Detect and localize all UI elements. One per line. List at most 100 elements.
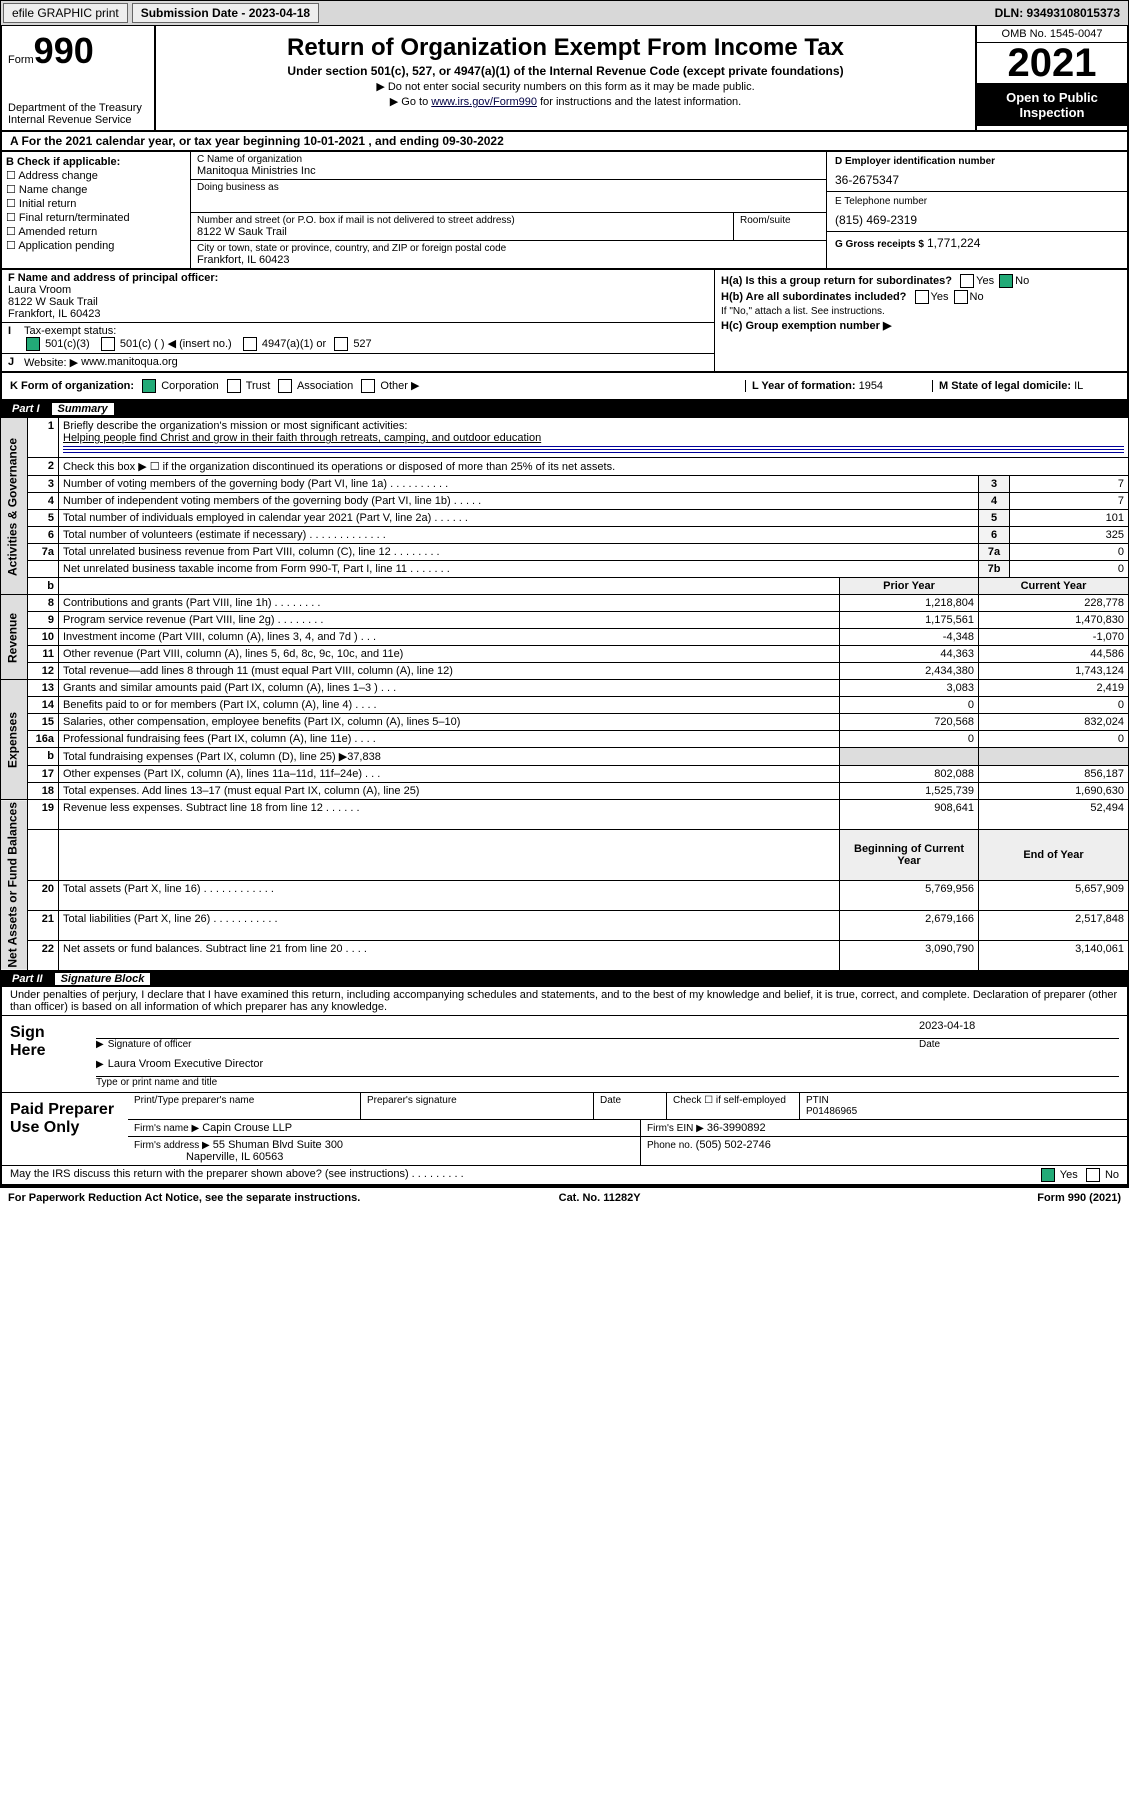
hdr-curr: Current Year	[979, 578, 1129, 595]
side-revenue: Revenue	[1, 595, 28, 680]
name-title-label: Type or print name and title	[96, 1077, 1119, 1088]
hb-no[interactable]	[954, 290, 968, 304]
l1-mission: Helping people find Christ and grow in t…	[63, 432, 541, 444]
city-state-zip: Frankfort, IL 60423	[197, 254, 820, 266]
l8: Contributions and grants (Part VIII, lin…	[59, 595, 840, 612]
p19: 908,641	[840, 800, 979, 830]
l6: Total number of volunteers (estimate if …	[59, 527, 979, 544]
l15: Salaries, other compensation, employee b…	[59, 714, 840, 731]
cb-corporation[interactable]	[142, 379, 156, 393]
c13: 2,419	[979, 680, 1129, 697]
l5: Total number of individuals employed in …	[59, 510, 979, 527]
v7b: 0	[1010, 561, 1129, 578]
form-org-label: K Form of organization:	[10, 380, 134, 392]
org-name: Manitoqua Ministries Inc	[197, 165, 820, 177]
self-employed-label: Check ☐ if self-employed	[667, 1093, 800, 1119]
submission-date: Submission Date - 2023-04-18	[132, 3, 319, 23]
p18: 1,525,739	[840, 783, 979, 800]
firm-addr1: 55 Shuman Blvd Suite 300	[213, 1139, 343, 1151]
ha-no[interactable]	[999, 274, 1013, 288]
cb-final-return[interactable]: ☐ Final return/terminated	[6, 211, 186, 224]
irs-label: Internal Revenue Service	[8, 114, 148, 126]
section-fh: F Name and address of principal officer:…	[0, 270, 1129, 373]
tax-exempt-label: Tax-exempt status:	[24, 325, 116, 337]
l4: Number of independent voting members of …	[59, 493, 979, 510]
hb-yes[interactable]	[915, 290, 929, 304]
l2: Check this box ▶ ☐ if the organization d…	[59, 458, 1129, 476]
p8: 1,218,804	[840, 595, 979, 612]
c21: 2,517,848	[979, 910, 1129, 940]
cb-501c3[interactable]	[26, 337, 40, 351]
hc-label: H(c) Group exemption number ▶	[721, 320, 891, 332]
officer-addr2: Frankfort, IL 60423	[8, 308, 218, 320]
l14: Benefits paid to or for members (Part IX…	[59, 697, 840, 714]
footer-mid: Cat. No. 11282Y	[559, 1192, 641, 1204]
efile-print-button[interactable]: efile GRAPHIC print	[3, 3, 128, 23]
summary-table: Activities & Governance 1 Briefly descri…	[0, 417, 1129, 971]
tax-year: 2021	[977, 43, 1127, 84]
cb-application-pending[interactable]: ☐ Application pending	[6, 239, 186, 252]
firm-name: Capin Crouse LLP	[202, 1122, 292, 1134]
firm-name-label: Firm's name ▶	[134, 1123, 199, 1134]
c12: 1,743,124	[979, 663, 1129, 680]
firm-phone: (505) 502-2746	[696, 1139, 771, 1151]
c10: -1,070	[979, 629, 1129, 646]
part2-header: Part II Signature Block	[0, 971, 1129, 987]
cb-amended-return[interactable]: ☐ Amended return	[6, 225, 186, 238]
sign-here-label: Sign Here	[2, 1016, 88, 1092]
cb-527[interactable]	[334, 337, 348, 351]
l12: Total revenue—add lines 8 through 11 (mu…	[59, 663, 840, 680]
firm-addr2: Naperville, IL 60563	[186, 1151, 283, 1163]
paid-preparer-label: Paid Preparer Use Only	[2, 1093, 128, 1165]
hdr-prior: Prior Year	[840, 578, 979, 595]
l1-label: Briefly describe the organization's miss…	[63, 420, 407, 432]
p10: -4,348	[840, 629, 979, 646]
l16a: Professional fundraising fees (Part IX, …	[59, 731, 840, 748]
l16b: Total fundraising expenses (Part IX, col…	[59, 748, 840, 766]
v5: 101	[1010, 510, 1129, 527]
form-subtitle: Under section 501(c), 527, or 4947(a)(1)…	[162, 64, 969, 78]
ptin-value: P01486965	[806, 1106, 857, 1117]
ha-yes[interactable]	[960, 274, 974, 288]
cb-association[interactable]	[278, 379, 292, 393]
website-value[interactable]: www.manitoqua.org	[81, 356, 178, 369]
phone-value: (815) 469-2319	[835, 213, 1119, 227]
cb-initial-return[interactable]: ☐ Initial return	[6, 197, 186, 210]
officer-name-title: Laura Vroom Executive Director	[96, 1058, 263, 1076]
section-a-tax-year: A For the 2021 calendar year, or tax yea…	[0, 132, 1129, 152]
c19: 52,494	[979, 800, 1129, 830]
v7a: 0	[1010, 544, 1129, 561]
department: Department of the Treasury	[8, 102, 148, 114]
addr-label: Number and street (or P.O. box if mail i…	[197, 215, 727, 226]
c18: 1,690,630	[979, 783, 1129, 800]
cb-name-change[interactable]: ☐ Name change	[6, 183, 186, 196]
signature-block: Under penalties of perjury, I declare th…	[0, 987, 1129, 1186]
public-inspection: Open to Public Inspection	[977, 84, 1127, 126]
officer-name: Laura Vroom	[8, 284, 218, 296]
penalties-declaration: Under penalties of perjury, I declare th…	[2, 987, 1127, 1015]
cb-trust[interactable]	[227, 379, 241, 393]
p11: 44,363	[840, 646, 979, 663]
p12: 2,434,380	[840, 663, 979, 680]
cb-4947[interactable]	[243, 337, 257, 351]
c11: 44,586	[979, 646, 1129, 663]
street-address: 8122 W Sauk Trail	[197, 226, 727, 238]
discuss-yes[interactable]	[1041, 1168, 1055, 1182]
c14: 0	[979, 697, 1129, 714]
cb-other[interactable]	[361, 379, 375, 393]
part1-header: Part I Summary	[0, 401, 1129, 417]
cb-address-change[interactable]: ☐ Address change	[6, 169, 186, 182]
instructions-link[interactable]: www.irs.gov/Form990	[431, 96, 537, 108]
l7a: Total unrelated business revenue from Pa…	[59, 544, 979, 561]
side-expenses: Expenses	[1, 680, 28, 800]
cb-501c[interactable]	[101, 337, 115, 351]
l18: Total expenses. Add lines 13–17 (must eq…	[59, 783, 840, 800]
firm-addr-label: Firm's address ▶	[134, 1140, 210, 1151]
ein-value: 36-2675347	[835, 173, 1119, 187]
ptin-label: PTIN	[806, 1095, 829, 1106]
ha-label: H(a) Is this a group return for subordin…	[721, 275, 952, 287]
header-info-block: B Check if applicable: ☐ Address change …	[0, 152, 1129, 270]
discuss-label: May the IRS discuss this return with the…	[10, 1168, 464, 1182]
side-netassets: Net Assets or Fund Balances	[1, 800, 28, 971]
discuss-no[interactable]	[1086, 1168, 1100, 1182]
